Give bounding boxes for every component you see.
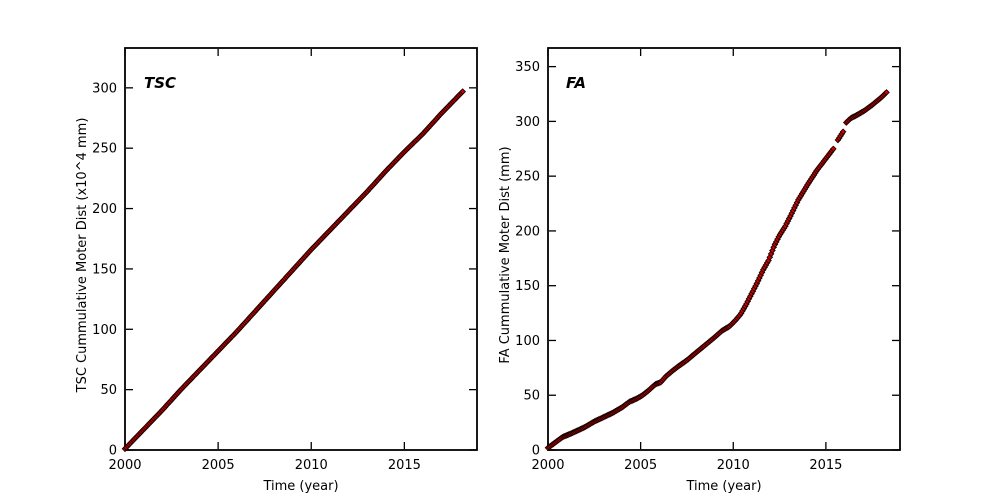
- x-axis-label-fa: Time (year): [685, 479, 761, 494]
- x-tick-label: 2000: [108, 458, 141, 473]
- tick-marks: [547, 49, 899, 451]
- x-tick-label: 2000: [531, 458, 564, 473]
- y-axis-label-fa: FA Cummulative Moter Dist (mm): [498, 146, 513, 363]
- x-tick-label: 2015: [809, 458, 842, 473]
- x-tick-label: 2005: [202, 458, 235, 473]
- y-tick-label: 150: [92, 262, 117, 277]
- y-tick-label: 300: [515, 115, 540, 130]
- x-tick-label: 2015: [388, 458, 421, 473]
- x-axis-label-tsc: Time (year): [262, 479, 338, 494]
- x-tick-label: 2010: [295, 458, 328, 473]
- plot-tsc: 2000 2005 2010 2015 0 50 100 150 200 250 300 TSC T…: [75, 47, 478, 494]
- plot-fa: 2000 2005 2010 2015 0 50 100 150 200 250 300 350 FA…: [498, 47, 901, 494]
- tick-labels: 2000 2005 2010 2015 0 50 100 150 200 250 300: [92, 81, 421, 473]
- y-tick-label: 350: [515, 60, 540, 75]
- plot-frame: [547, 47, 901, 451]
- data-series: [544, 89, 890, 452]
- data-point: [829, 145, 837, 153]
- y-tick-label: 300: [92, 81, 117, 96]
- data-point: [459, 88, 467, 95]
- plot-title-tsc: TSC: [144, 74, 176, 92]
- data-series: [121, 88, 467, 453]
- plot-title-fa: FA: [566, 74, 586, 92]
- y-tick-label: 100: [515, 334, 540, 349]
- y-axis-label-tsc: TSC Cummulative Moter Dist (x10^4 mm): [75, 118, 90, 394]
- y-tick-label: 250: [92, 142, 117, 157]
- axes-spines: [547, 47, 901, 451]
- data-point: [883, 89, 890, 96]
- axes-spines: [124, 47, 478, 451]
- y-tick-label: 250: [515, 170, 540, 185]
- y-tick-label: 50: [100, 383, 117, 398]
- tick-labels: 2000 2005 2010 2015 0 50 100 150 200 250 300 350: [515, 60, 842, 473]
- y-tick-label: 150: [515, 279, 540, 294]
- y-tick-label: 100: [92, 323, 117, 338]
- y-tick-label: 50: [523, 389, 540, 404]
- y-tick-label: 200: [92, 202, 117, 217]
- tick-marks: [124, 49, 476, 451]
- y-tick-label: 0: [532, 444, 540, 459]
- plot-frame: [124, 47, 478, 451]
- y-tick-label: 0: [109, 444, 117, 459]
- x-tick-label: 2005: [624, 458, 657, 473]
- y-tick-label: 200: [515, 224, 540, 239]
- x-tick-label: 2010: [717, 458, 750, 473]
- data-point: [839, 128, 847, 136]
